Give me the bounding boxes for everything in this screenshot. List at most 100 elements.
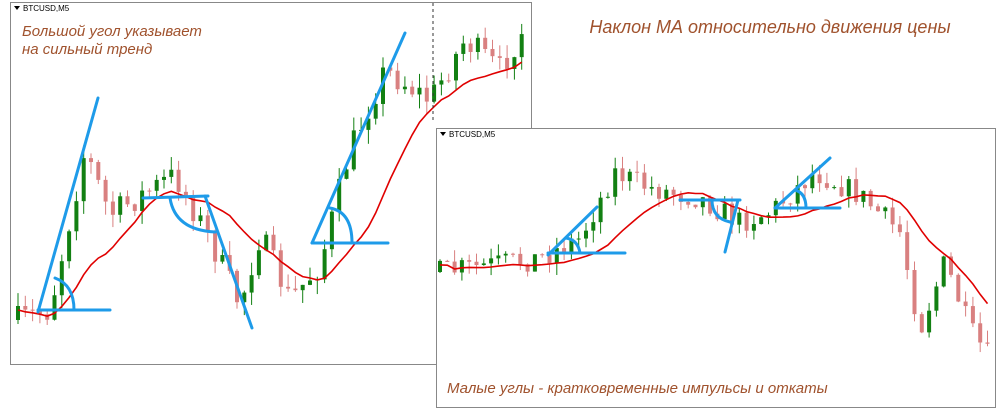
candle — [16, 306, 20, 320]
candle — [846, 179, 851, 197]
candle — [883, 207, 888, 212]
candle — [308, 280, 312, 285]
angle-marks — [36, 31, 407, 330]
candle — [118, 196, 123, 215]
candle — [941, 256, 946, 287]
candle — [547, 254, 552, 264]
candle — [59, 261, 64, 296]
moving-average — [439, 191, 989, 305]
candle — [424, 87, 429, 102]
candle — [766, 215, 771, 218]
candle — [432, 84, 437, 102]
candle — [686, 201, 691, 205]
candle — [467, 260, 472, 262]
candle — [927, 310, 932, 333]
candle — [569, 238, 574, 254]
candle — [461, 43, 466, 54]
candle — [956, 274, 961, 302]
candle — [30, 309, 35, 311]
candle — [23, 306, 28, 310]
candle — [788, 203, 793, 205]
candle — [532, 254, 537, 272]
candle — [737, 212, 742, 225]
candle — [67, 231, 72, 262]
candle — [949, 256, 953, 275]
candle — [934, 286, 939, 311]
candle — [271, 234, 276, 251]
candle — [52, 295, 57, 320]
candle — [300, 284, 305, 291]
candle — [511, 253, 515, 255]
candle — [912, 270, 917, 315]
angle-marks — [546, 156, 842, 257]
candle — [591, 222, 596, 231]
candle — [905, 232, 910, 271]
candle — [627, 171, 632, 182]
candle — [439, 80, 444, 85]
candle — [45, 314, 50, 320]
candle — [496, 255, 501, 259]
candle — [191, 195, 196, 222]
candle — [605, 196, 610, 198]
candle — [890, 207, 895, 225]
candle — [140, 190, 145, 211]
candle — [344, 169, 349, 179]
candle — [497, 56, 502, 58]
menu-arrow — [14, 6, 20, 10]
candle — [518, 253, 523, 265]
candle — [205, 215, 210, 232]
candle — [452, 261, 457, 273]
candle — [438, 260, 442, 272]
candle — [664, 189, 669, 199]
symbol-label: BTCUSD,M5 — [23, 4, 70, 13]
candle — [198, 215, 203, 222]
candle — [854, 179, 859, 202]
candle — [183, 191, 188, 196]
note: Большой угол указывает — [22, 23, 202, 40]
candle — [395, 70, 400, 90]
candle — [89, 158, 93, 163]
candle — [249, 275, 254, 293]
candle — [751, 224, 756, 231]
candle — [103, 179, 108, 202]
candle — [649, 186, 654, 189]
title: Наклон МА относительно движения цены — [589, 17, 950, 37]
candle — [154, 179, 159, 191]
candle — [671, 189, 676, 195]
candle — [74, 201, 79, 232]
candle — [839, 187, 844, 197]
moving-average — [17, 61, 523, 317]
candle — [176, 169, 181, 192]
candle — [256, 250, 261, 276]
candle — [657, 186, 661, 199]
candle — [366, 118, 371, 130]
candle — [985, 342, 990, 344]
candle — [162, 176, 166, 180]
candle — [897, 224, 902, 233]
candle — [125, 196, 130, 205]
candle — [613, 168, 618, 197]
candle — [373, 103, 378, 119]
candle — [410, 86, 415, 95]
candle — [337, 178, 342, 212]
candle — [795, 185, 800, 204]
candle — [576, 238, 581, 240]
candle — [642, 172, 647, 189]
candle — [293, 288, 298, 291]
candle — [919, 314, 924, 333]
candle — [744, 212, 749, 231]
candle — [824, 183, 829, 188]
candle — [525, 264, 530, 272]
candle — [963, 301, 968, 307]
candle — [81, 158, 86, 202]
candle — [562, 248, 567, 254]
candle — [759, 217, 764, 225]
note: Малые углы - кратковременные импульсы и … — [447, 380, 828, 397]
candle — [278, 250, 283, 287]
candle — [445, 260, 450, 262]
left-chart — [16, 23, 524, 325]
candle — [475, 37, 480, 53]
note: на сильный тренд — [22, 41, 152, 58]
candle — [213, 231, 218, 262]
